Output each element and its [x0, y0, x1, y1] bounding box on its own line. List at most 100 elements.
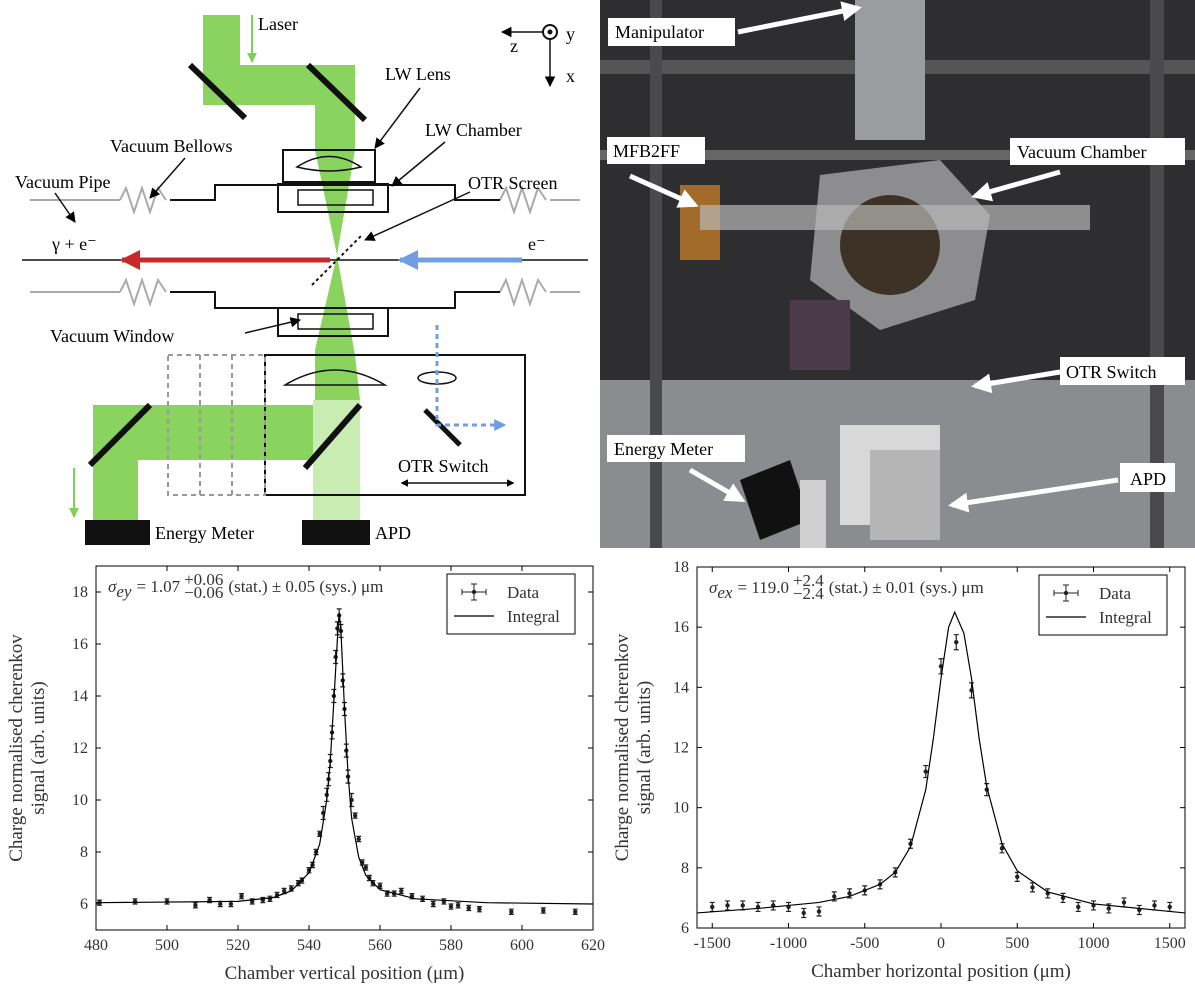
x-tick-label: 480 — [84, 937, 108, 954]
data-point — [1030, 885, 1035, 890]
optics — [282, 149, 376, 183]
legend-label: Data — [1099, 584, 1132, 603]
annotation: +0.06 — [184, 570, 223, 589]
label: Vacuum Pipe — [15, 172, 110, 192]
x-tick-label: 560 — [368, 937, 392, 954]
fit-line — [95, 612, 594, 905]
y-tick-label: 14 — [673, 679, 689, 696]
axis-y-symbol — [547, 29, 553, 35]
data-point — [477, 907, 482, 912]
label: OTR Switch — [398, 456, 489, 476]
apd — [302, 520, 370, 545]
data-point — [431, 901, 436, 907]
data-point — [740, 903, 745, 908]
photo — [650, 0, 662, 548]
data-point — [193, 903, 198, 908]
annotation: (stat.) ± 0.01 (sys.) μm — [829, 578, 984, 597]
x-tick-label: -1500 — [694, 935, 731, 952]
pipe — [30, 199, 580, 293]
fit-line — [696, 610, 1186, 914]
photo — [855, 0, 925, 140]
switch-ghost — [167, 354, 266, 496]
data-point — [1167, 904, 1172, 910]
photo-label-box — [1120, 463, 1175, 492]
photo-arrow — [948, 477, 1119, 513]
data-point — [1152, 903, 1157, 908]
label-arrow — [244, 317, 302, 334]
photo — [600, 0, 1195, 548]
data-point — [352, 813, 358, 818]
photo-label-box — [1060, 357, 1185, 385]
data-point — [218, 901, 223, 907]
data-point — [466, 905, 471, 911]
pipe — [30, 184, 580, 309]
x-tick-label: 500 — [1005, 935, 1029, 952]
photo-label: Manipulator — [615, 22, 704, 42]
legend-box — [1038, 574, 1168, 636]
optics — [295, 155, 363, 172]
data-point — [541, 908, 546, 913]
data-point — [1106, 906, 1111, 911]
data-point — [816, 909, 822, 914]
y-tick-label: 12 — [673, 740, 689, 757]
data-point — [847, 891, 852, 896]
photo-label: Energy Meter — [614, 439, 713, 459]
x-tick-label: 0 — [937, 935, 945, 952]
photo-label: Vacuum Chamber — [1017, 142, 1146, 162]
data-point — [164, 899, 170, 904]
data-point — [725, 903, 730, 908]
x-tick-label: 540 — [297, 937, 321, 954]
energy-meter — [85, 520, 150, 545]
label-arrow — [391, 141, 446, 187]
photo-label: OTR Switch — [1066, 362, 1157, 382]
annotation: σ — [709, 578, 718, 597]
data-point — [1121, 900, 1127, 905]
annotation: +2.4 — [793, 571, 824, 590]
label: y — [566, 24, 575, 44]
data-point — [377, 883, 383, 888]
y-axis-label: Charge normalised cherenkov — [612, 633, 633, 861]
annotation: σ — [108, 577, 117, 596]
data-point — [448, 904, 454, 909]
y-tick-label: 10 — [72, 792, 88, 809]
y-tick-label: 12 — [72, 740, 88, 757]
label: z — [510, 36, 518, 56]
photo-arrow — [688, 467, 746, 503]
y-tick-label: 8 — [681, 860, 689, 877]
optics — [277, 307, 389, 337]
legend-marker — [471, 589, 477, 595]
data-point — [333, 654, 338, 660]
mirror — [87, 62, 368, 470]
photo-arrow — [971, 169, 1061, 202]
y-tick-label: 18 — [673, 559, 689, 576]
photo — [790, 300, 850, 370]
photo — [700, 205, 1090, 230]
photo — [870, 450, 940, 540]
data-point — [573, 909, 578, 914]
label: OTR Screen — [468, 173, 557, 193]
x-tick-label: 620 — [581, 937, 605, 954]
y-tick-label: 16 — [72, 636, 88, 653]
data-point — [923, 769, 928, 774]
data-point — [399, 888, 404, 894]
label: Vacuum Bellows — [110, 136, 232, 156]
optics — [277, 183, 389, 213]
data-point — [832, 894, 837, 899]
annotation: −2.4 — [793, 584, 824, 603]
label-arrow — [364, 191, 471, 241]
switch-ghost — [167, 354, 266, 496]
label: γ + e⁻ — [51, 234, 97, 254]
label: Energy Meter — [155, 523, 254, 543]
photo — [740, 460, 810, 540]
legend-marker — [1063, 590, 1069, 596]
photo-arrow — [628, 173, 699, 208]
label-arrow — [54, 26, 556, 334]
x-tick-label: -500 — [850, 935, 879, 952]
mirror — [302, 403, 363, 470]
optics — [423, 408, 462, 447]
data-point — [367, 875, 372, 881]
data-point — [1076, 904, 1081, 910]
mirror — [187, 62, 248, 121]
data-point — [954, 640, 959, 645]
